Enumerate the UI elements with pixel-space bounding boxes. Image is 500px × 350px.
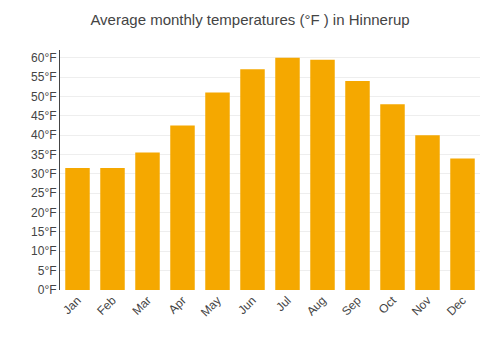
svg-text:Sep: Sep [339,293,364,318]
svg-text:30°F: 30°F [31,167,56,181]
svg-text:45°F: 45°F [31,109,56,123]
svg-text:Feb: Feb [94,293,119,318]
svg-text:Jun: Jun [235,293,259,317]
svg-text:Dec: Dec [444,293,469,318]
svg-text:May: May [198,293,224,319]
svg-text:25°F: 25°F [31,186,56,200]
svg-text:35°F: 35°F [31,148,56,162]
svg-text:Mar: Mar [129,293,154,318]
svg-text:0°F: 0°F [38,283,57,297]
svg-text:Aug: Aug [304,293,329,318]
svg-text:60°F: 60°F [31,51,56,65]
svg-text:40°F: 40°F [31,128,56,142]
svg-text:Jul: Jul [273,293,294,314]
svg-text:5°F: 5°F [38,264,57,278]
svg-text:Average monthly temperatures (: Average monthly temperatures (°F ) in Hi… [90,11,409,28]
svg-text:50°F: 50°F [31,90,56,104]
svg-text:Apr: Apr [166,293,189,316]
svg-text:55°F: 55°F [31,70,56,84]
svg-text:10°F: 10°F [31,244,56,258]
svg-text:Jan: Jan [60,293,84,317]
svg-text:15°F: 15°F [31,225,56,239]
svg-text:Nov: Nov [409,293,434,318]
svg-text:20°F: 20°F [31,206,56,220]
svg-text:Oct: Oct [376,293,400,317]
